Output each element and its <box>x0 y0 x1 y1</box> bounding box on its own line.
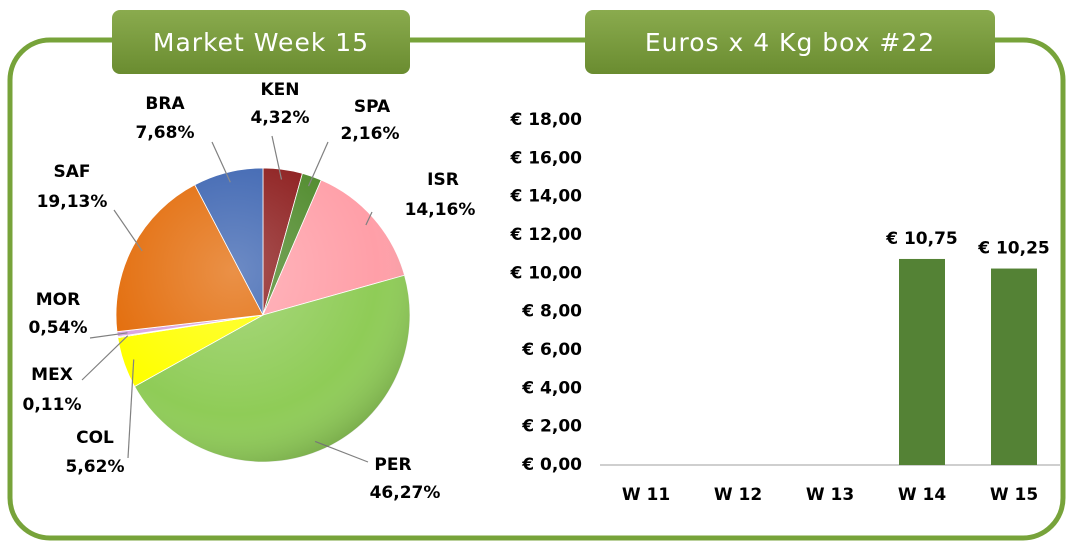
slice-label: 0,54% <box>29 318 88 338</box>
slice-name: PER <box>374 455 411 475</box>
y-tick-label: € 8,00 <box>521 302 582 322</box>
y-tick-label: € 16,00 <box>509 148 582 168</box>
slice-name: ISR <box>427 170 459 190</box>
slice-label: 0,11% <box>23 395 82 415</box>
slice-name: BRA <box>145 94 185 114</box>
y-tick-label: € 12,00 <box>509 225 582 245</box>
y-tick-label: € 14,00 <box>509 187 582 207</box>
bar-title: Euros x 4 Kg box #22 <box>645 28 935 57</box>
slice-name: MOR <box>36 290 80 310</box>
slice-label: 14,16% <box>405 200 476 220</box>
x-tick-label: W 15 <box>990 485 1038 505</box>
title-box <box>585 10 995 74</box>
x-tick-label: W 12 <box>714 485 762 505</box>
bar <box>899 258 945 465</box>
slice-name: SAF <box>53 162 90 182</box>
slice-label: 19,13% <box>37 192 108 212</box>
slice-label: 2,16% <box>341 124 400 144</box>
data-label: € 10,75 <box>885 229 958 249</box>
title-box <box>112 10 410 74</box>
x-tick-label: W 13 <box>806 485 854 505</box>
y-tick-label: € 18,00 <box>509 110 582 130</box>
y-tick-label: € 0,00 <box>521 455 582 475</box>
pie-title: Market Week 15 <box>153 28 369 57</box>
y-tick-label: € 6,00 <box>521 340 582 360</box>
slice-name: COL <box>76 428 114 448</box>
slice-label: 4,32% <box>251 108 310 128</box>
bar-chart: € 0,00 € 2,00 € 4,00 € 6,00 € 8,00 € 10,00 € 1… <box>509 110 1060 505</box>
slice-label: 46,27% <box>370 483 441 503</box>
slice-label: 5,62% <box>66 457 125 477</box>
slice-name: MEX <box>31 365 73 385</box>
slice-name: SPA <box>354 97 391 117</box>
y-tick-label: € 4,00 <box>521 378 582 398</box>
y-tick-label: € 2,00 <box>521 417 582 437</box>
data-label: € 10,25 <box>977 239 1050 259</box>
bar <box>991 268 1037 465</box>
slice-name: KEN <box>260 80 299 100</box>
y-tick-label: € 10,00 <box>509 263 582 283</box>
x-tick-label: W 11 <box>622 485 670 505</box>
slice-label: 7,68% <box>136 123 195 143</box>
x-tick-label: W 14 <box>898 485 946 505</box>
